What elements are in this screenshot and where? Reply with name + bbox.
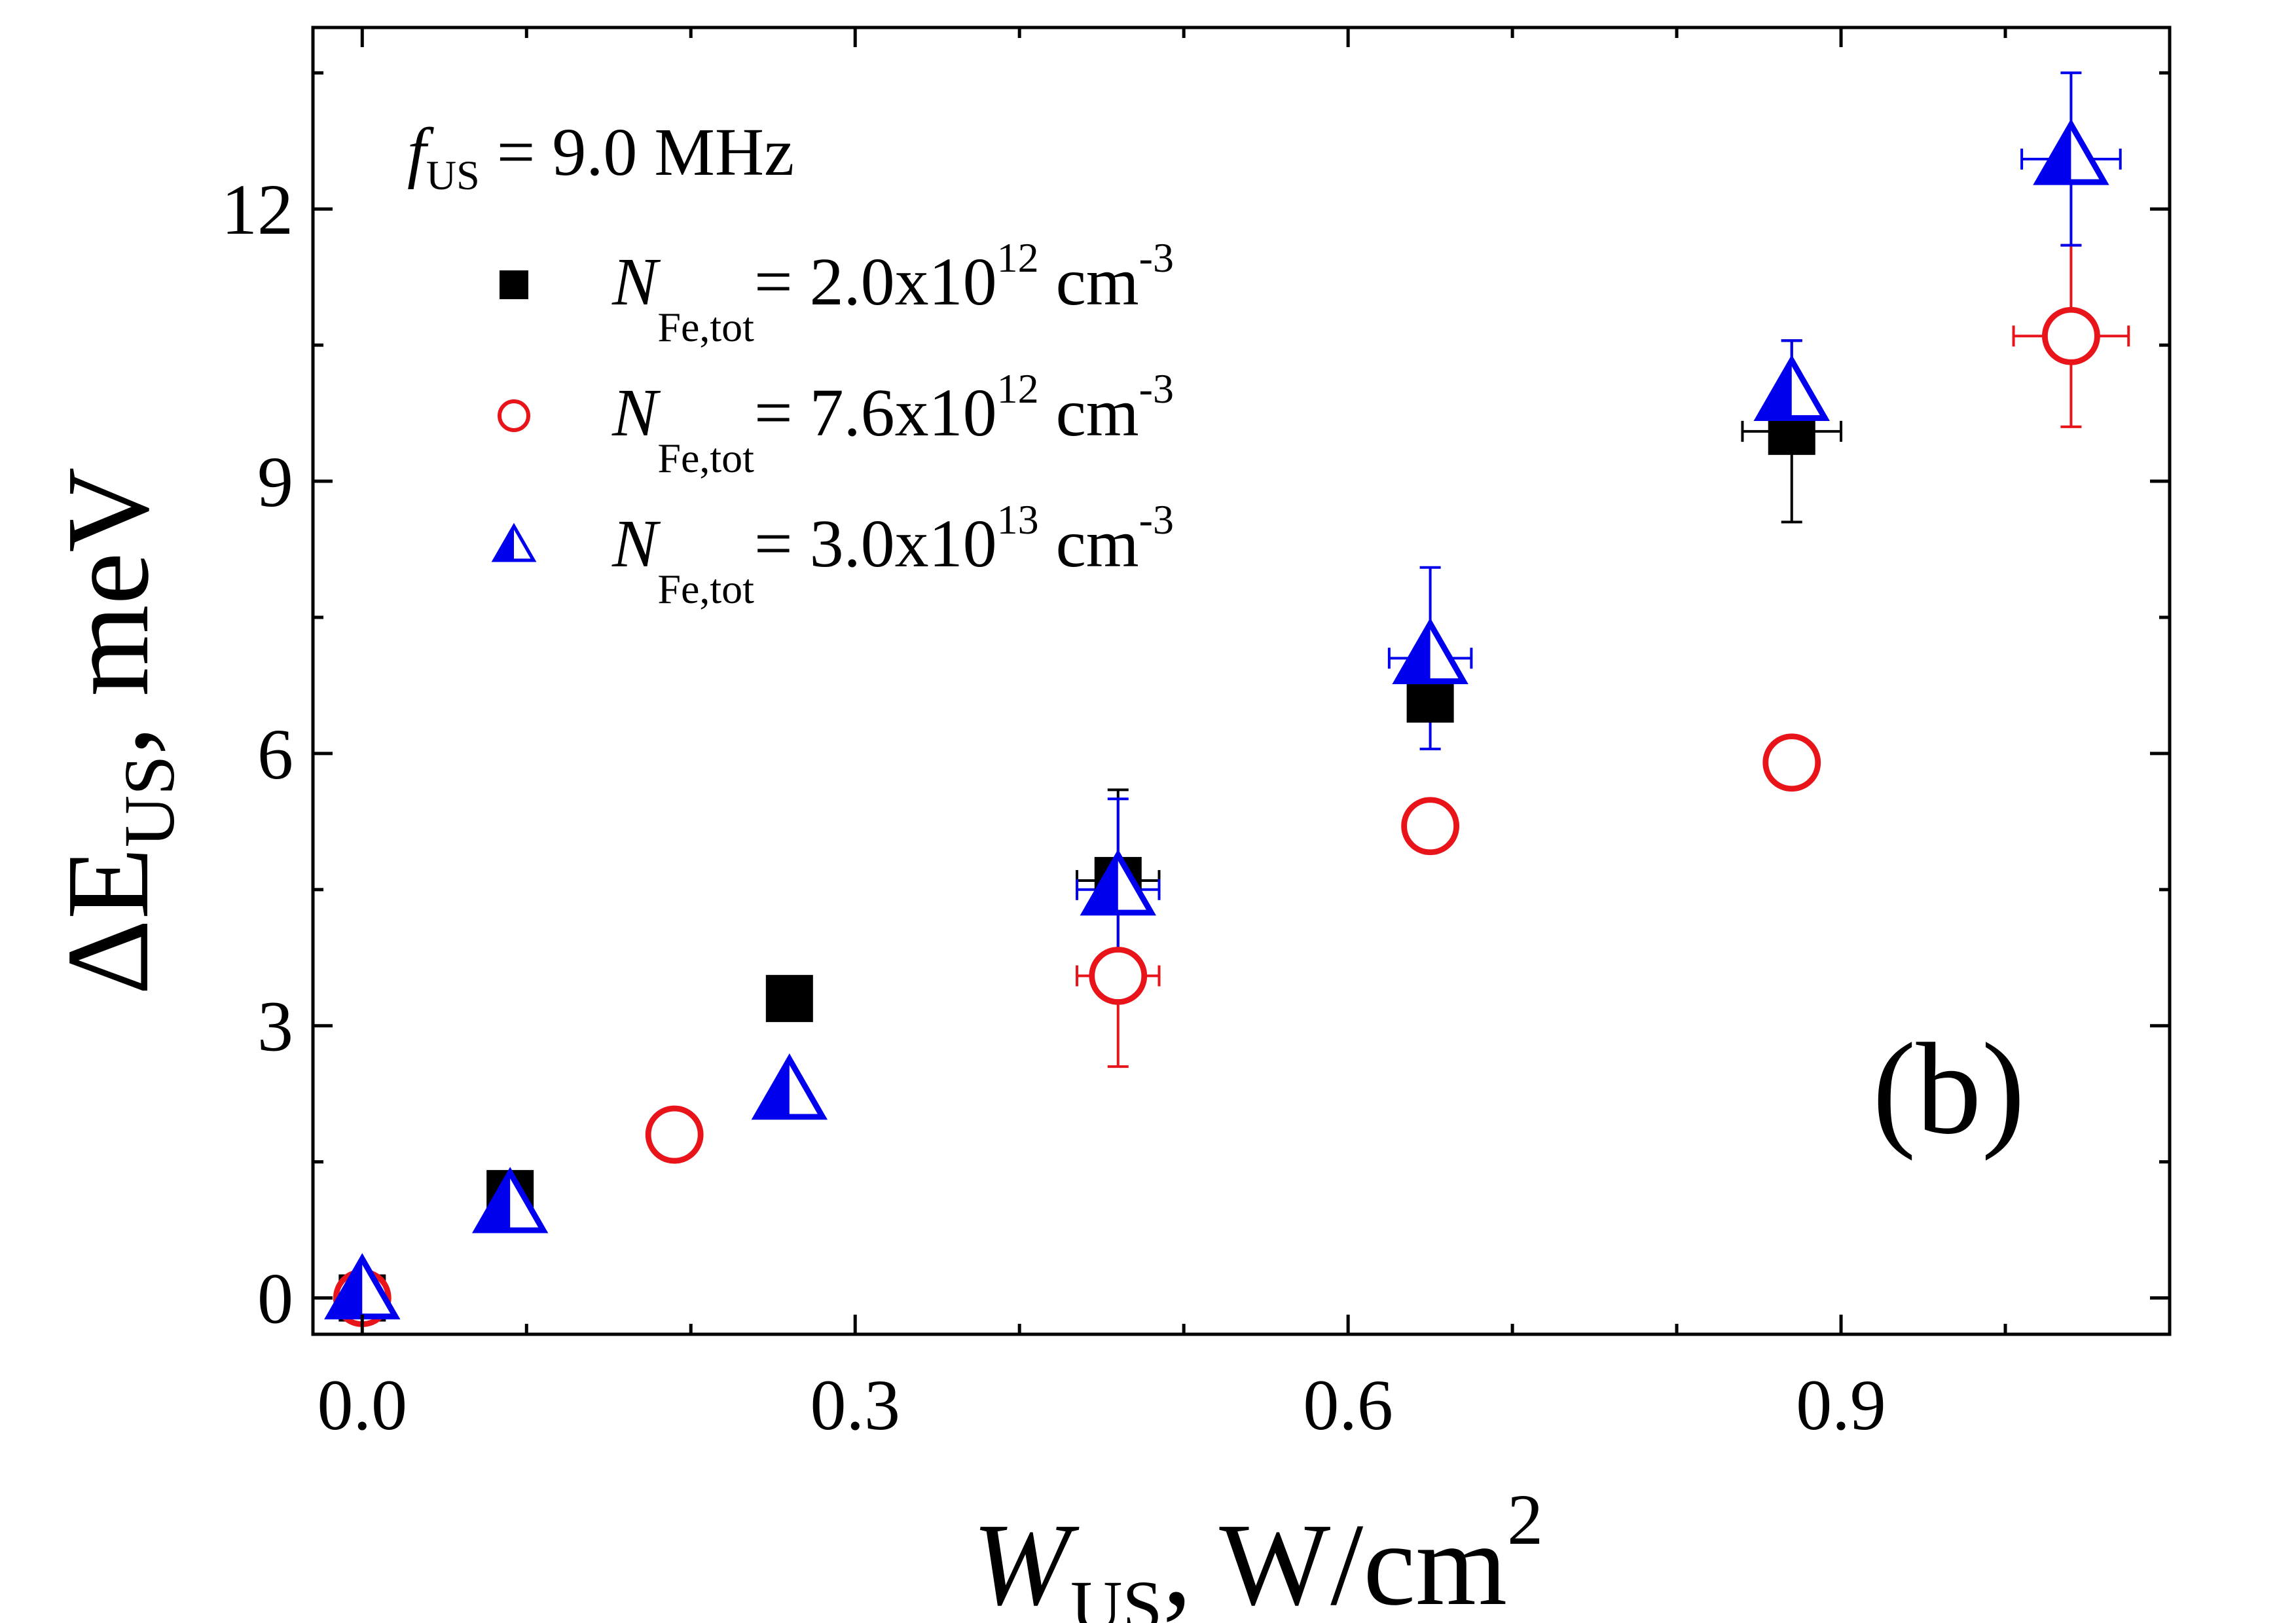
legend-header-subscript: US (426, 152, 480, 198)
y-tick-label: 12 (221, 170, 293, 249)
plot-frame (311, 26, 2172, 1336)
legend-item-2: NFe,tot= 7.6x1012 cm-3 (498, 365, 1174, 481)
data-markers (324, 119, 2109, 1327)
data-point-series-2 (1401, 797, 1460, 856)
data-point-series-2 (645, 1105, 704, 1164)
x-tick-label: 0.3 (810, 1365, 900, 1445)
legend-item-3: NFe,tot= 3.0x1013 cm-3 (491, 496, 1174, 612)
x-axis-label-symbol: W (972, 1499, 1080, 1623)
data-point-series-3 (751, 1053, 828, 1120)
y-axis-label-unit: , meV (43, 467, 173, 756)
legend-header-value: = 9.0 MHz (480, 115, 794, 190)
legend-header: fUS = 9.0 MHz (407, 115, 794, 198)
y-axis-label-symbol: ΔE (43, 847, 173, 995)
y-tick-label: 3 (257, 987, 293, 1067)
legend-label-1: NFe,tot= 2.0x1012 cm-3 (611, 234, 1174, 350)
data-point-series-2 (1762, 733, 1821, 792)
data-point-series-3 (471, 1167, 549, 1233)
legend-marker-3 (491, 522, 537, 562)
legend-items: NFe,tot= 2.0x1012 cm-3 NFe,tot= 7.6x1012 … (491, 234, 1174, 612)
legend-label-2: NFe,tot= 7.6x1012 cm-3 (611, 365, 1174, 481)
x-axis-label-subscript: US (1070, 1566, 1163, 1623)
data-point-series-2 (1089, 947, 1148, 1005)
data-point-series-2 (2042, 306, 2100, 365)
y-axis-label: ΔEUS, meV (43, 467, 189, 995)
y-tick-label: 6 (257, 714, 293, 794)
y-axis-ticks: 0 3 6 9 12 (221, 71, 2170, 1339)
data-point-series-3 (1753, 354, 1830, 421)
legend-item-1: NFe,tot= 2.0x1012 cm-3 (500, 234, 1174, 350)
panel-label: (b) (1872, 1017, 2025, 1161)
y-axis-label-subscript: US (109, 756, 189, 848)
x-axis-label: WUS, W/cm2 (972, 1480, 1543, 1623)
x-tick-label: 0.0 (318, 1365, 408, 1445)
x-axis-label-unit: , W/cm (1163, 1499, 1508, 1623)
y-tick-label: 0 (257, 1259, 293, 1339)
legend: fUS = 9.0 MHz NFe,tot= 2.0x1012 cm-3NFe,… (407, 115, 1174, 612)
y-tick-label: 9 (257, 442, 293, 522)
data-point-series-3 (1392, 617, 1468, 684)
data-point-series-1 (765, 975, 813, 1023)
x-tick-label: 0.6 (1303, 1365, 1393, 1445)
x-axis-ticks: 0.0 0.3 0.6 0.9 (318, 27, 2007, 1445)
x-axis-label-superscript: 2 (1507, 1480, 1543, 1559)
data-point-series-3 (1080, 849, 1156, 916)
x-tick-label: 0.9 (1796, 1365, 1886, 1445)
legend-marker-1 (500, 270, 528, 299)
legend-label-3: NFe,tot= 3.0x1013 cm-3 (611, 496, 1174, 612)
legend-marker-2 (498, 399, 530, 432)
data-point-series-3 (2033, 119, 2109, 185)
